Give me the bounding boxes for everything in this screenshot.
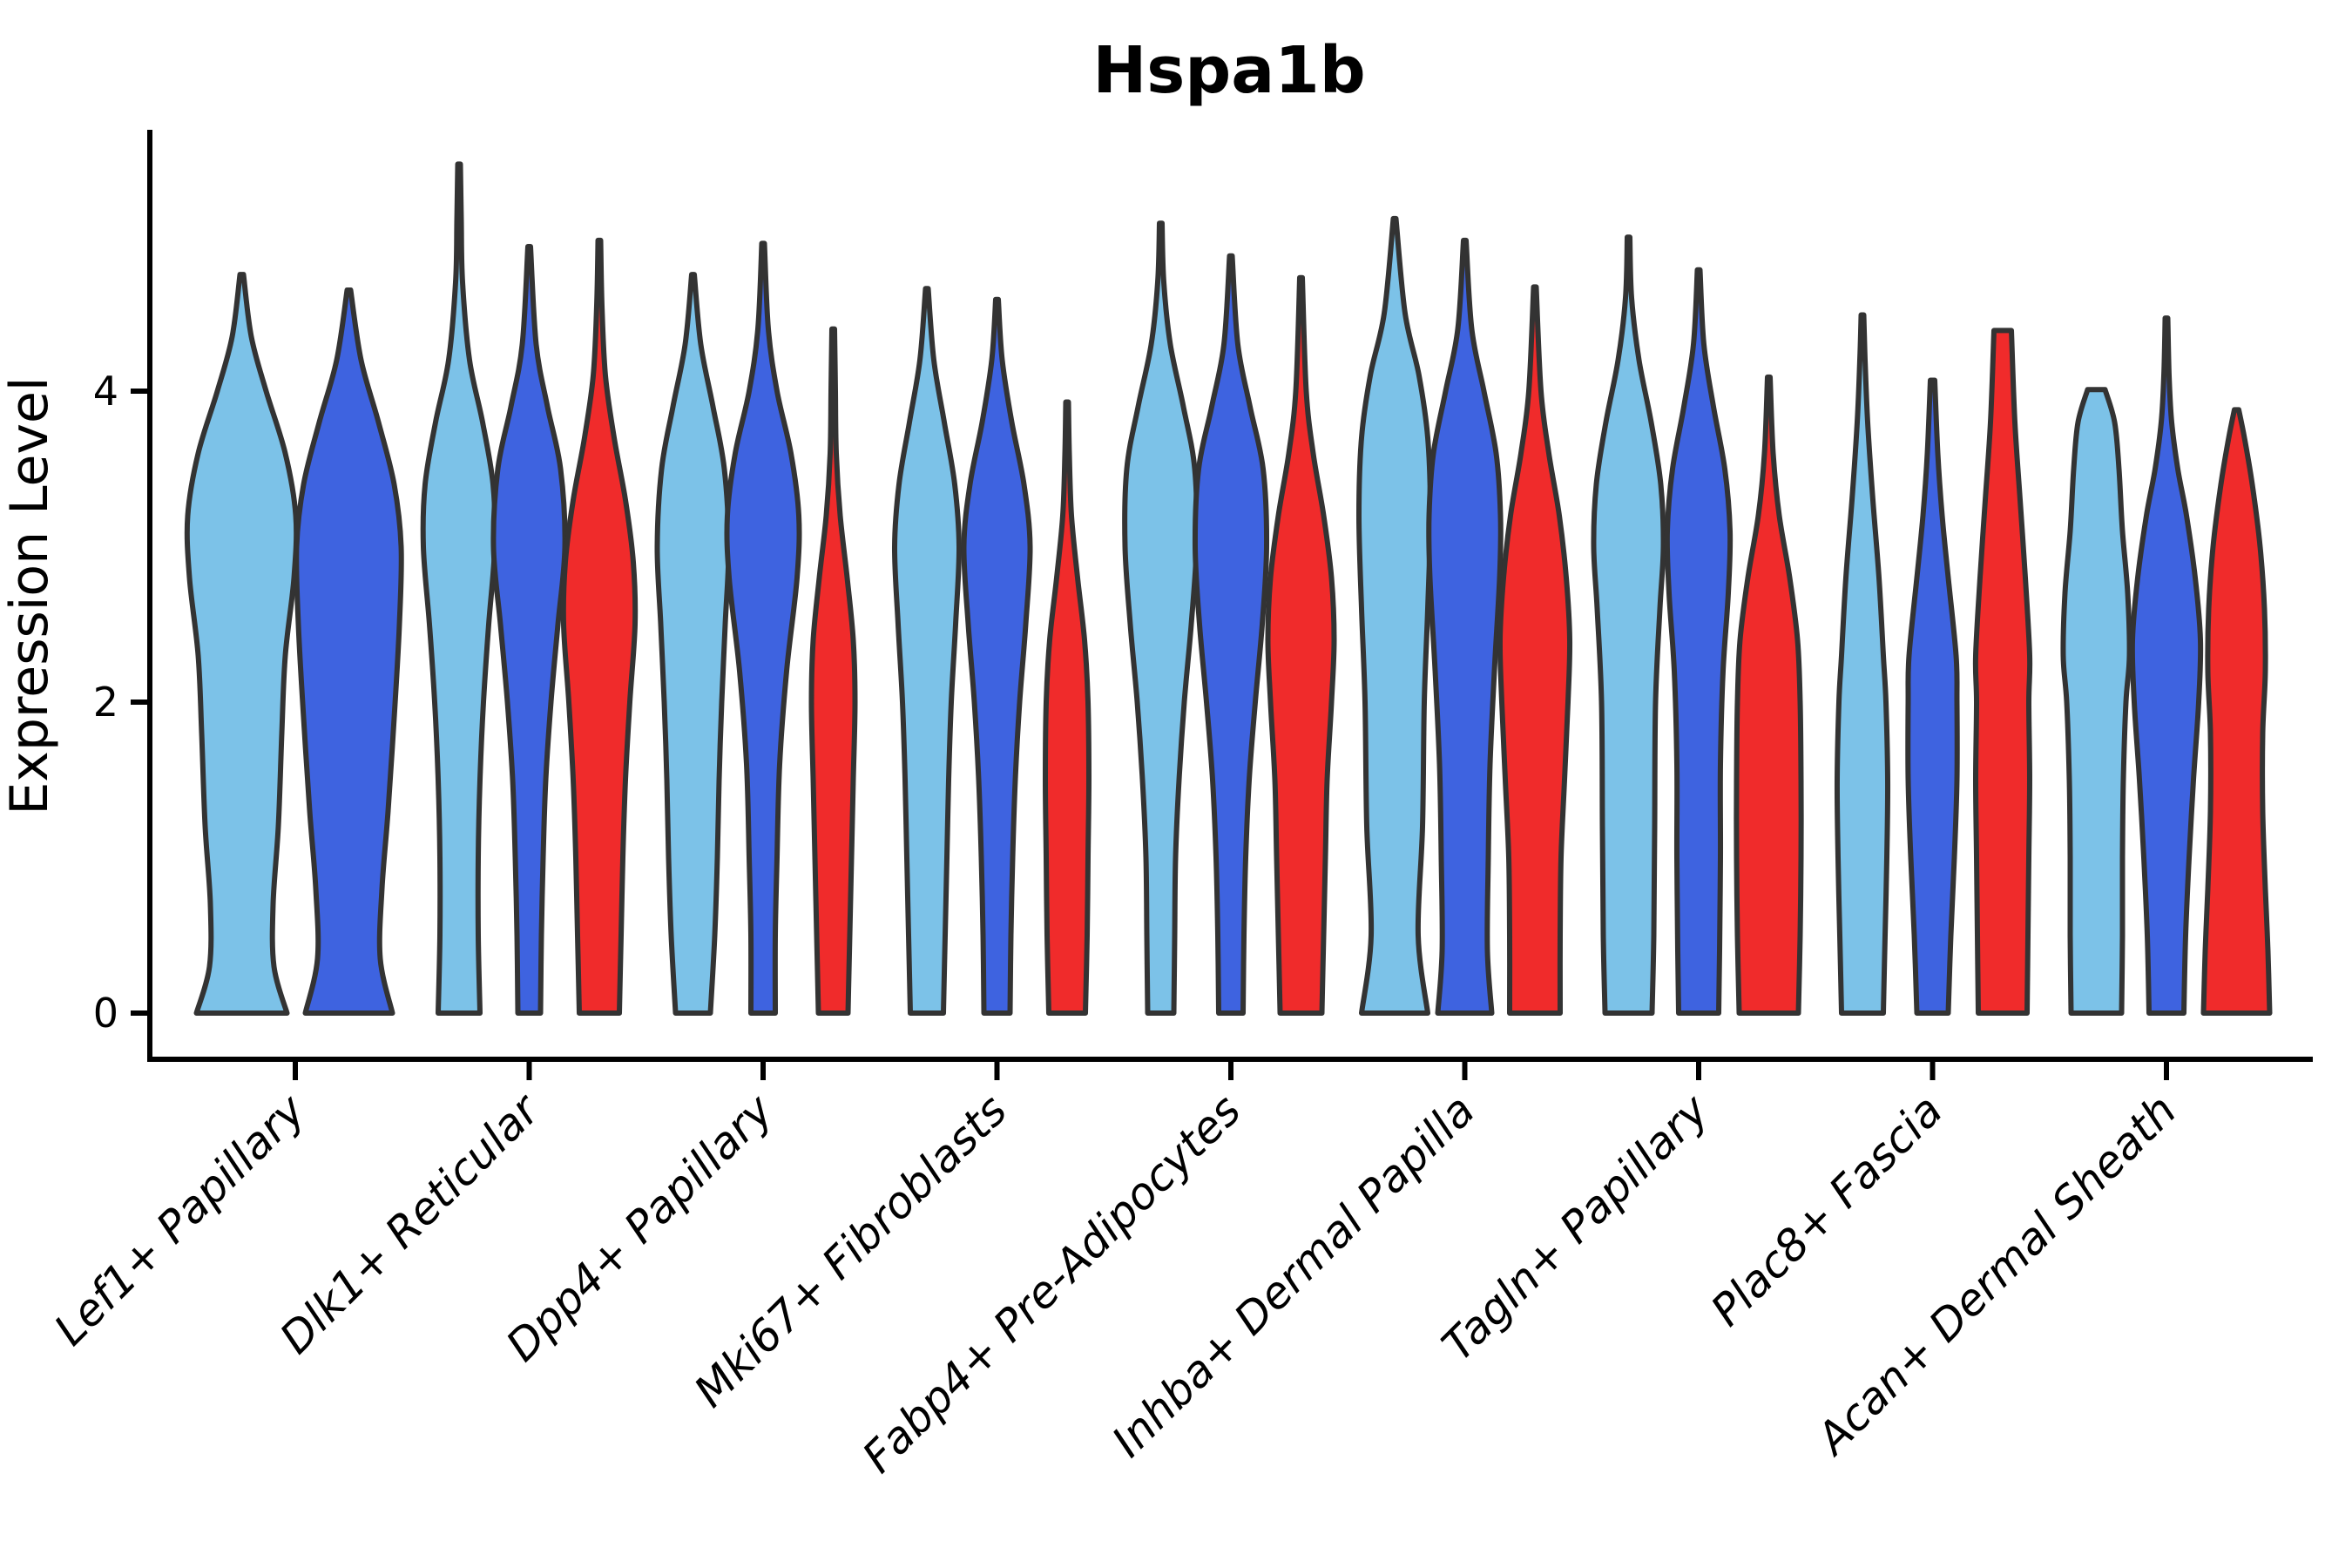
violin-light-blue-group7: [1591, 234, 1666, 1016]
violin-dark-blue-group7: [1664, 267, 1734, 1016]
violin-light-blue-group5: [1122, 220, 1200, 1016]
violin-light-blue-group8: [1834, 312, 1891, 1016]
violin-dark-blue-group4: [961, 296, 1033, 1016]
chart-title: Hspa1b: [1092, 33, 1365, 108]
violin-light-blue-group4: [891, 286, 963, 1016]
violin-red-group5: [1265, 274, 1337, 1016]
y-tick-label: 4: [93, 368, 118, 415]
violins-layer: [184, 161, 2273, 1016]
violin-light-blue-group1: [184, 272, 300, 1016]
violin-red-group9: [2200, 407, 2273, 1016]
x-tick-label-8: Plac8+ Fascia: [1701, 1085, 1952, 1335]
y-axis-ticks: 0 2 4: [93, 368, 150, 1037]
violin-light-blue-group9: [2060, 387, 2132, 1016]
violin-dark-blue-group5: [1192, 253, 1270, 1016]
violin-dark-blue-group9: [2129, 315, 2204, 1016]
x-tick-label-2: Dlk1+ Reticular: [270, 1083, 551, 1363]
violin-light-blue-group3: [654, 272, 732, 1016]
x-tick-label-5: Fabp4+ Pre-Adipocytes: [853, 1085, 1251, 1483]
y-tick-label: 2: [93, 679, 118, 726]
violin-red-group2: [560, 237, 639, 1016]
violin-red-group3: [808, 326, 858, 1016]
x-tick-label-1: Lef1+ Papillary: [44, 1084, 315, 1355]
y-axis-label: Expression Level: [0, 376, 60, 814]
violin-dark-blue-group3: [724, 240, 802, 1016]
violin-dark-blue-group1: [294, 287, 404, 1016]
violin-light-blue-group6: [1356, 215, 1433, 1016]
violin-dark-blue-group8: [1905, 377, 1960, 1016]
violin-dark-blue-group2: [490, 244, 568, 1016]
violin-red-group7: [1734, 374, 1804, 1016]
violin-red-group4: [1043, 399, 1092, 1016]
violin-red-group8: [1972, 328, 2033, 1016]
violin-red-group6: [1497, 284, 1573, 1016]
violin-light-blue-group2: [420, 161, 498, 1016]
violin-dark-blue-group6: [1426, 237, 1504, 1016]
y-tick-label: 0: [93, 990, 118, 1037]
